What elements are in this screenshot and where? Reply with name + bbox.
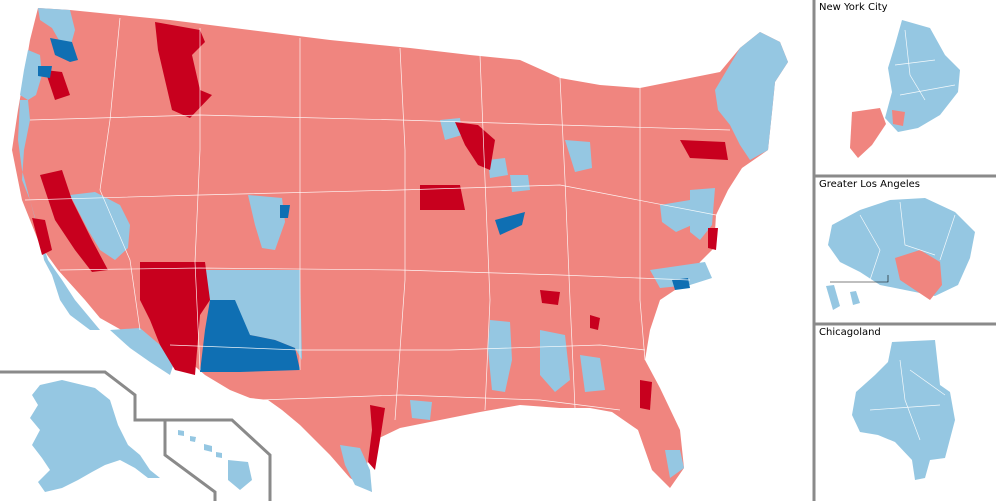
chicago-inset: Chicagoland <box>819 327 955 480</box>
hawaii-inset-frame <box>135 418 272 501</box>
la-channel-island <box>826 285 840 310</box>
district-ga-southwest <box>540 330 570 392</box>
district-ne-central <box>420 185 465 210</box>
boundary-line <box>639 88 646 361</box>
solid-rep-districts <box>32 22 728 470</box>
district-ca-valley <box>32 218 52 255</box>
la-lean-rep-area <box>895 250 942 300</box>
district-mo-kc <box>495 212 525 235</box>
district-az-west <box>140 262 210 375</box>
district-wa-seattle <box>50 38 78 62</box>
boundary-line <box>99 17 141 331</box>
district-oregon-coast <box>20 50 42 100</box>
boundary-line <box>24 184 717 216</box>
district-al-black-belt <box>580 355 605 392</box>
district-mid-atlantic <box>690 188 715 240</box>
nyc-lean-rep-brooklyn-south <box>892 110 905 126</box>
la-leader-line <box>830 275 889 283</box>
district-wa-puget <box>38 8 75 48</box>
district-ny-upstate <box>680 140 728 160</box>
boundary-line <box>559 77 576 409</box>
chicago-inset-label: Chicagoland <box>819 327 881 338</box>
district-new-england <box>715 32 788 160</box>
district-fl-south <box>665 450 684 478</box>
chicago-lean-dem-area <box>852 340 955 480</box>
district-nj-shore <box>708 228 718 250</box>
boundary-line <box>194 28 201 371</box>
hawaii-island <box>228 460 252 490</box>
district-va-north <box>660 200 692 232</box>
solid-dem-districts <box>38 38 690 372</box>
district-wi-madison <box>488 158 508 178</box>
nyc-inset: New York City <box>819 2 960 158</box>
contiguous-us-base <box>12 8 788 492</box>
hawaii-island <box>190 436 196 442</box>
boundary-line <box>259 394 621 411</box>
district-or-portland <box>38 66 52 78</box>
district-fl-east <box>640 380 652 410</box>
contiguous-us <box>12 8 788 492</box>
district-az-south <box>110 328 175 375</box>
district-tx-gulf <box>368 405 385 470</box>
district-miss-delta <box>488 320 512 392</box>
district-boundaries <box>24 17 731 421</box>
la-inset-label: Greater Los Angeles <box>819 179 920 190</box>
nyc-inset-label: New York City <box>819 2 888 13</box>
la-inset: Greater Los Angeles <box>819 179 975 310</box>
district-wi-west <box>455 122 495 170</box>
district-or-east <box>45 70 70 100</box>
chicago-boundary-line <box>869 359 946 441</box>
district-nm-north <box>205 270 302 360</box>
alaska-hawaii-inset <box>0 370 272 501</box>
hawaii-islands <box>178 430 252 490</box>
nyc-boundary-line <box>894 29 956 101</box>
district-al-south <box>590 315 600 330</box>
district-nm-central <box>200 300 300 372</box>
district-tn-middle <box>540 290 560 305</box>
nyc-lean-dem-area <box>885 20 960 132</box>
district-tx-south <box>340 445 372 492</box>
la-boundary-line <box>859 201 956 281</box>
la-channel-island <box>850 291 860 305</box>
district-co-denver <box>248 195 285 250</box>
district-mi-detroit <box>565 140 592 172</box>
district-nc-research <box>650 262 712 288</box>
district-nc-east <box>672 278 690 290</box>
hawaii-island <box>216 452 222 458</box>
district-ca-inland <box>40 170 108 272</box>
district-co-boulder <box>280 205 290 218</box>
alaska-district <box>30 380 160 492</box>
boundary-line <box>479 54 491 411</box>
district-id-north <box>155 22 212 118</box>
district-tx-houston <box>410 400 432 420</box>
boundary-line <box>169 344 646 351</box>
hawaii-island <box>204 444 212 452</box>
boundary-line <box>29 114 731 131</box>
boundary-line <box>59 267 691 281</box>
district-il-chicago <box>510 175 530 192</box>
district-ca-central-valley <box>70 192 130 260</box>
district-pacific-coast <box>18 100 100 330</box>
hawaii-island <box>178 430 184 436</box>
lean-dem-districts <box>18 8 788 492</box>
nyc-lean-rep-staten-island <box>850 108 886 158</box>
